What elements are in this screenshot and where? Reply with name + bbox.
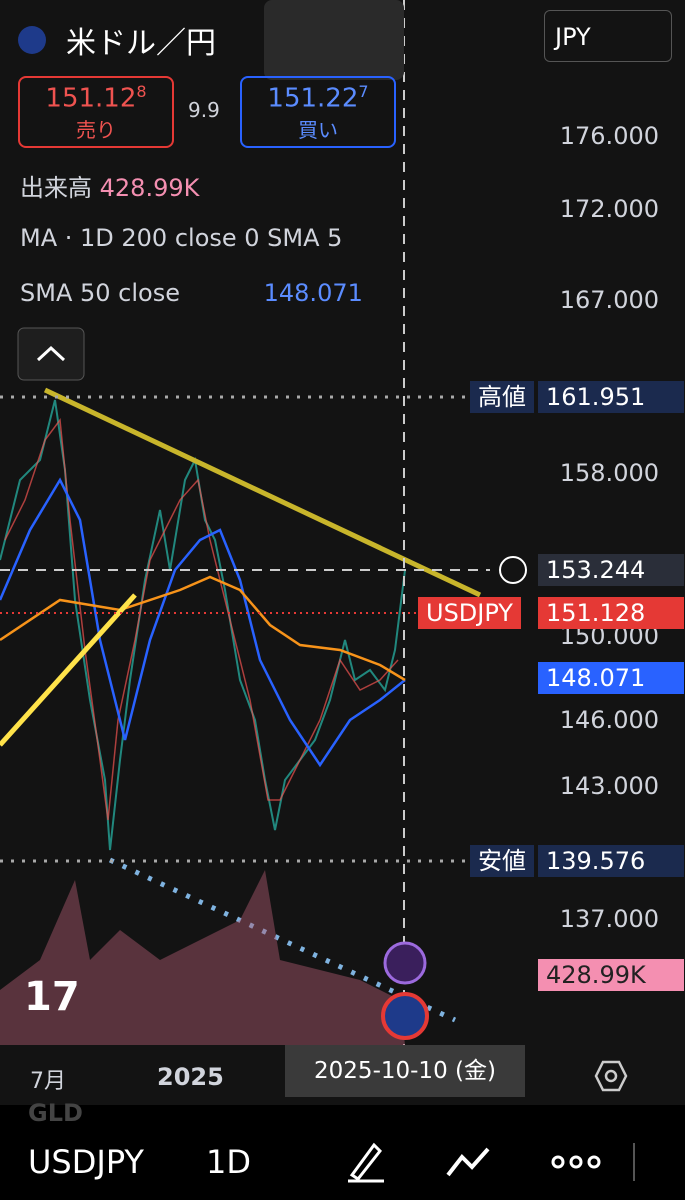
chart-area: 17 (0, 0, 527, 1045)
time-label: 2025 (157, 1063, 224, 1091)
time-axis: 7月 2025 2025-10-10 (金) (0, 1045, 685, 1105)
buy-price: 151.227 (242, 82, 394, 114)
price-tick: 172.000 (559, 195, 659, 223)
price-path (0, 399, 406, 851)
logo: 17 (24, 974, 80, 1020)
price-path-down (4, 418, 399, 821)
sma-legend: SMA 50 close 148.071 (20, 279, 363, 307)
buy-pip: 7 (358, 82, 369, 101)
sma-price: 148.071 (538, 662, 684, 694)
price-tick: 158.000 (559, 459, 659, 487)
ma-line (0, 575, 406, 682)
sma-value: 148.071 (263, 279, 363, 307)
sell-price: 151.128 (20, 82, 172, 114)
bottom-toolbar: GLD USDJPY 1D (0, 1099, 685, 1200)
collapse-icon (36, 345, 66, 362)
event-icon[interactable] (383, 941, 427, 985)
price-tick: 167.000 (559, 286, 659, 314)
volume-value: 428.99K (99, 174, 200, 202)
price-tick: 146.000 (559, 706, 659, 734)
price-tick: 137.000 (559, 905, 659, 933)
sell-button[interactable]: 151.128 売り (18, 76, 174, 148)
crosshair-price: 153.244 (538, 554, 684, 586)
low-value: 139.576 (538, 845, 684, 877)
volume-label: 出来高 (20, 174, 92, 202)
sell-price-main: 151.12 (45, 83, 137, 114)
toolbar-symbol[interactable]: USDJPY (28, 1143, 144, 1181)
ma-legend: MA · 1D 200 close 0 SMA 5 (20, 224, 343, 252)
low-label: 安値 (470, 845, 534, 877)
last-price: 151.128 (538, 597, 684, 629)
buy-price-main: 151.22 (267, 83, 359, 114)
spread: 9.9 (188, 98, 220, 122)
volume-legend: 出来高 428.99K (20, 168, 199, 203)
add-icon[interactable] (499, 556, 527, 584)
flag-icon[interactable] (381, 992, 429, 1040)
last-symbol: USDJPY (418, 597, 521, 629)
trendline (43, 387, 482, 598)
behind-symbol: GLD (28, 1099, 83, 1127)
high-value: 161.951 (538, 381, 684, 413)
sma-line (0, 477, 406, 768)
buy-label: 買い (298, 117, 338, 142)
volume-marker: 428.99K (538, 959, 684, 991)
symbol[interactable]: 米ドル／円 (66, 26, 216, 61)
settings-icon[interactable] (594, 1059, 628, 1093)
toolbar-interval[interactable]: 1D (206, 1143, 251, 1181)
sell-label: 売り (76, 117, 116, 142)
time-label: 7月 (30, 1069, 66, 1094)
time-cursor: 2025-10-10 (金) (285, 1045, 525, 1097)
toolbar-icons[interactable] (340, 1135, 640, 1185)
high-label: 高値 (470, 381, 534, 413)
sma-label: SMA 50 close (20, 279, 180, 307)
currency: JPY (555, 23, 591, 51)
price-tick: 176.000 (559, 122, 659, 150)
trendline (0, 593, 137, 747)
buy-button[interactable]: 151.227 買い (240, 76, 396, 148)
sell-pip: 8 (136, 82, 147, 101)
drawing-toolbar[interactable] (264, 0, 404, 80)
currency-select[interactable]: JPY (544, 10, 672, 62)
collapse-button[interactable] (17, 327, 85, 381)
volume-area (0, 870, 405, 1045)
price-tick: 143.000 (559, 772, 659, 800)
currency-flag (18, 26, 46, 54)
